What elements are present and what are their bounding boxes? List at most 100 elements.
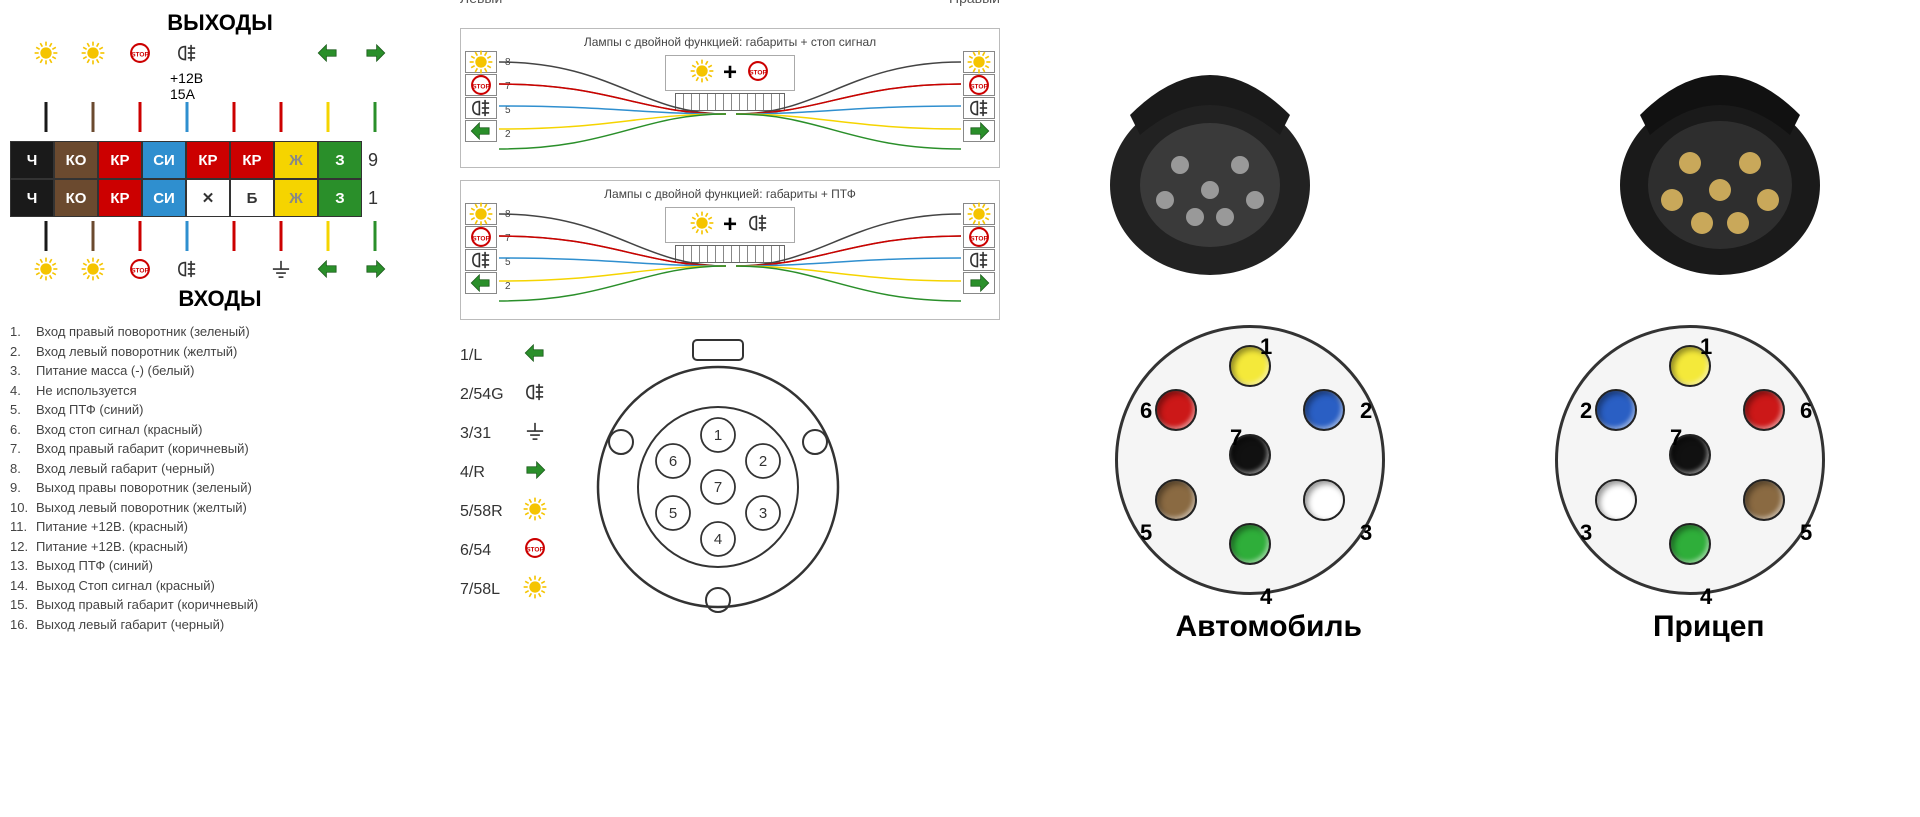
legend-num: 9. [10, 478, 36, 498]
legend-item: 4.Не используется [10, 381, 430, 401]
connector-grid [675, 245, 785, 263]
grid-cell: Ч [10, 141, 54, 179]
arrow-left-icon [963, 120, 995, 142]
legend-list: 1.Вход правый поворотник (зеленый)2.Вход… [10, 322, 430, 634]
label-right: Правый [949, 0, 1000, 6]
legend-num: 11. [10, 517, 36, 537]
pin-legend-row: 2/54G [460, 379, 548, 410]
legend-text: Выход правы поворотник (зеленый) [36, 480, 252, 495]
pin-hole [1743, 479, 1785, 521]
connector-block [467, 93, 993, 111]
pin-legend-row: 7/58L [460, 574, 548, 605]
plus-icon: + [723, 211, 737, 239]
stop-icon: STOP [122, 256, 158, 282]
pin-number: 1 [1700, 334, 1712, 360]
fog-icon [745, 210, 771, 241]
legend-item: 2.Вход левый поворотник (желтый) [10, 342, 430, 362]
pin-number: 3 [1360, 520, 1372, 546]
fog-icon [465, 97, 497, 119]
stop-icon: STOP [465, 226, 497, 248]
svg-text:STOP: STOP [131, 267, 149, 274]
pin-number: 7 [1230, 425, 1242, 451]
fog-icon [522, 379, 548, 410]
sun-icon [963, 203, 995, 225]
inputs-title: ВХОДЫ [10, 286, 430, 312]
pin-key: 3/31 [460, 425, 512, 443]
svg-text:STOP: STOP [472, 235, 490, 242]
arrow-right-icon [357, 40, 393, 66]
legend-text: Выход левый габарит (черный) [36, 617, 224, 632]
color-grid: ЧКОКРСИКРКРЖЗ9ЧКОКРСИ✕БЖЗ1 [10, 141, 430, 217]
arrow-right-icon [522, 457, 548, 488]
sun-icon [465, 51, 497, 73]
grid-cell: Ж [274, 179, 318, 217]
legend-num: 7. [10, 439, 36, 459]
svg-text:7: 7 [714, 479, 722, 496]
pin-hole [1303, 389, 1345, 431]
legend-text: Питание +12В. (красный) [36, 519, 188, 534]
outputs-title: ВЫХОДЫ [10, 10, 430, 36]
extra-label-12v: +12В [170, 70, 203, 86]
grid-cell: КР [186, 141, 230, 179]
legend-item: 14.Выход Стоп сигнал (красный) [10, 576, 430, 596]
legend-item: 12.Питание +12В. (красный) [10, 537, 430, 557]
svg-text:STOP: STOP [131, 51, 149, 58]
legend-item: 1.Вход правый поворотник (зеленый) [10, 322, 430, 342]
legend-text: Питание масса (-) (белый) [36, 363, 194, 378]
stop-icon: STOP [465, 74, 497, 96]
legend-num: 13. [10, 556, 36, 576]
grid-cell: Ж [274, 141, 318, 179]
arrow-left-icon [310, 256, 346, 282]
wire-num: 2 [505, 281, 511, 292]
legend-text: Выход Стоп сигнал (красный) [36, 578, 215, 593]
arrow-left-icon [465, 272, 497, 294]
pin-legend-row: 3/31 [460, 418, 548, 449]
none-icon [216, 40, 252, 66]
sun-icon [75, 256, 111, 282]
right-panel: 1234567 1654327 Автомобиль Прицеп [1030, 10, 1910, 644]
bottom-wires [10, 221, 390, 251]
legend-text: Вход левый поворотник (желтый) [36, 344, 237, 359]
top-wires [10, 102, 390, 132]
pin-key: 5/58R [460, 503, 512, 521]
arrow-right-icon [357, 256, 393, 282]
svg-text:STOP: STOP [970, 83, 988, 90]
grid-cell: З [318, 141, 362, 179]
side-stack-right: STOP [963, 51, 995, 142]
connector-block [467, 245, 993, 263]
legend-text: Вход левый габарит (черный) [36, 461, 215, 476]
plug-photo [1510, 40, 1870, 300]
pin-number: 2 [1580, 398, 1592, 424]
fog-icon [169, 256, 205, 282]
none-icon [263, 40, 299, 66]
stop-icon: STOP [745, 58, 771, 89]
ground-icon [263, 256, 299, 282]
wire-num: 2 [505, 129, 511, 140]
fog-icon [963, 97, 995, 119]
sun-icon [689, 58, 715, 89]
extra-labels: +12В 15А [170, 70, 430, 102]
wire-num: 8 [505, 209, 511, 220]
sun-icon [522, 496, 548, 527]
svg-text:6: 6 [669, 453, 677, 470]
pin-number: 1 [1260, 334, 1272, 360]
wiring-caption-1: Лампы с двойной функцией: габариты + сто… [467, 35, 993, 49]
pin-number: 5 [1140, 520, 1152, 546]
legend-text: Вход правый габарит (коричневый) [36, 441, 249, 456]
legend-item: 15.Выход правый габарит (коричневый) [10, 595, 430, 615]
pin-hole [1743, 389, 1785, 431]
arrow-left-icon [963, 272, 995, 294]
wiring-box-1: Лампы с двойной функцией: габариты + сто… [460, 28, 1000, 168]
wire-num: 5 [505, 257, 511, 268]
svg-text:STOP: STOP [472, 83, 490, 90]
legend-text: Вход правый поворотник (зеленый) [36, 324, 250, 339]
legend-num: 6. [10, 420, 36, 440]
legend-text: Питание +12В. (красный) [36, 539, 188, 554]
legend-num: 4. [10, 381, 36, 401]
legend-text: Вход стоп сигнал (красный) [36, 422, 202, 437]
side-stack-left: STOP [465, 203, 497, 294]
svg-text:5: 5 [669, 505, 677, 522]
grid-cell: СИ [142, 141, 186, 179]
pin-hole [1155, 479, 1197, 521]
pin-hole [1303, 479, 1345, 521]
